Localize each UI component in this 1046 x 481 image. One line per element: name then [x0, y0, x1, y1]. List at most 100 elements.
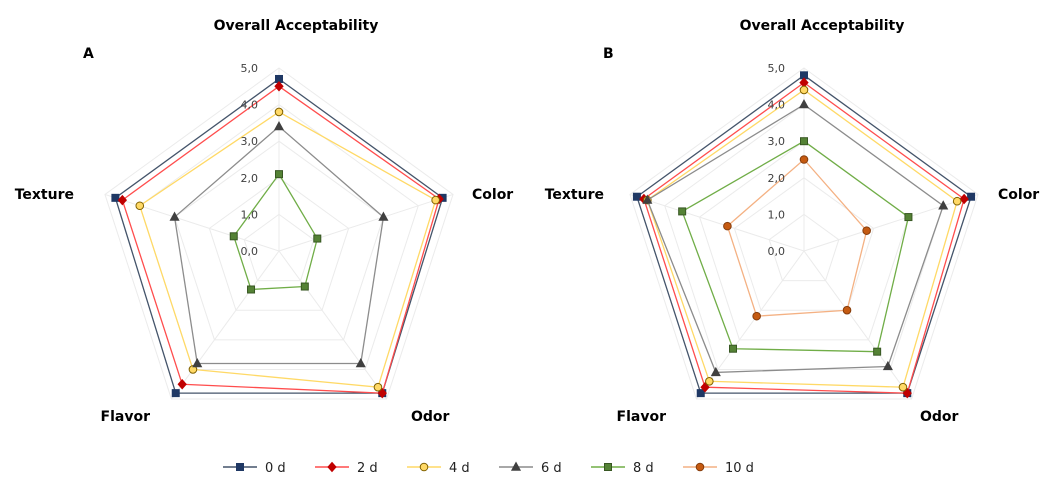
data-point-6-d	[169, 211, 180, 221]
data-point-10-d	[752, 311, 761, 321]
data-point-2-d	[959, 193, 969, 205]
series-line-4-d	[138, 111, 437, 388]
data-point-6-d	[355, 357, 366, 368]
data-point-4-d	[373, 382, 383, 392]
legend-marker	[419, 462, 429, 472]
data-point-6-d	[710, 366, 721, 377]
data-point-0-d	[696, 389, 705, 398]
data-point-4-d	[431, 195, 440, 205]
r-tick-label: 5,0	[241, 62, 259, 75]
data-point-6-d	[798, 99, 810, 109]
series-10-d	[723, 155, 871, 321]
series-line-0-d	[114, 78, 444, 394]
axis-label-texture: Texture	[545, 187, 604, 203]
series-2-d	[117, 81, 444, 399]
data-point-10-d	[799, 155, 809, 164]
r-tick-label: 5,0	[768, 62, 786, 75]
legend-label: 6 d	[541, 461, 562, 476]
data-point-4-d	[274, 107, 284, 117]
axis-label-overall-acceptability: Overall Acceptability	[740, 18, 905, 34]
data-point-0-d	[632, 192, 641, 201]
r-tick-label: 0,0	[768, 245, 786, 258]
axis-label-flavor: Flavor	[101, 409, 151, 425]
axis-label-color: Color	[998, 187, 1039, 203]
series-6-d	[169, 121, 389, 368]
data-point-8-d	[904, 213, 913, 222]
series-line-2-d	[643, 81, 965, 394]
data-point-6-d	[273, 121, 285, 131]
panel-label: A	[83, 46, 94, 62]
r-tick-label: 3,0	[768, 135, 786, 148]
grid-ring	[139, 103, 419, 370]
legend-marker	[236, 463, 244, 471]
grid-spoke	[171, 250, 280, 400]
data-point-4-d	[799, 85, 809, 95]
data-point-0-d	[967, 192, 976, 201]
series-line-6-d	[646, 103, 945, 374]
series-4-d	[135, 107, 440, 392]
grid-spoke	[696, 250, 805, 400]
data-point-6-d	[938, 200, 949, 210]
grid-ring	[768, 213, 840, 282]
grid-ring	[104, 67, 454, 400]
legend-marker	[510, 461, 522, 471]
data-point-2-d	[377, 387, 387, 399]
legend-item-8-d: 8 d	[591, 461, 654, 476]
data-point-6-d	[192, 357, 203, 368]
legend-marker	[695, 462, 705, 472]
data-point-2-d	[117, 194, 128, 206]
data-point-0-d	[111, 193, 120, 202]
series-2-d	[639, 77, 969, 399]
series-line-4-d	[646, 89, 958, 388]
axis-label-flavor: Flavor	[617, 409, 667, 425]
grid-spoke	[104, 193, 280, 252]
data-point-8-d	[247, 285, 256, 294]
axis-label-color: Color	[472, 187, 513, 203]
legend-item-6-d: 6 d	[499, 461, 562, 476]
axis-label-overall-acceptability: Overall Acceptability	[214, 18, 379, 34]
grid-spoke	[278, 193, 454, 252]
legend-label: 8 d	[633, 461, 654, 476]
data-point-2-d	[700, 381, 710, 393]
series-line-10-d	[726, 158, 868, 317]
data-point-4-d	[952, 196, 962, 206]
legend-marker	[327, 461, 337, 473]
series-line-0-d	[636, 74, 972, 394]
data-point-8-d	[275, 170, 283, 179]
series-6-d	[642, 99, 949, 377]
data-point-6-d	[882, 360, 893, 371]
legend-label: 10 d	[725, 461, 754, 476]
data-point-2-d	[902, 387, 912, 399]
grid-ring	[208, 177, 350, 311]
radar-panel-b: 0,0 1,0 2,0 3,0 4,0 5,0 Overall Acceptability C…	[545, 18, 1040, 425]
r-tick-label: 2,0	[768, 172, 786, 185]
r-tick-label: 0,0	[241, 245, 259, 258]
data-point-2-d	[274, 81, 284, 92]
data-point-6-d	[642, 194, 653, 204]
legend-marker	[604, 463, 612, 471]
r-tick-label: 4,0	[768, 99, 786, 112]
legend-item-0-d: 0 d	[223, 461, 286, 476]
series-line-6-d	[173, 125, 385, 365]
r-tick-label: 1,0	[241, 208, 259, 221]
data-point-6-d	[378, 211, 389, 221]
axis-label-odor: Odor	[920, 409, 959, 425]
grid-spoke	[629, 193, 805, 252]
data-point-8-d	[229, 232, 238, 241]
grid-ring	[173, 140, 385, 341]
legend-item-10-d: 10 d	[683, 461, 754, 476]
data-point-8-d	[729, 344, 738, 353]
series-line-2-d	[121, 85, 440, 394]
grid-spoke	[278, 250, 387, 400]
data-point-4-d	[135, 201, 145, 211]
radar-panel-a: 0,0 1,0 2,0 3,0 4,0 5,0 Overall Acceptability C…	[15, 18, 514, 425]
data-point-4-d	[705, 376, 714, 386]
series-line-8-d	[681, 140, 910, 353]
data-point-2-d	[177, 378, 187, 390]
grid-ring	[733, 177, 875, 311]
grid-spoke	[803, 250, 912, 400]
data-point-10-d	[723, 221, 732, 231]
series-8-d	[229, 170, 322, 294]
data-point-8-d	[313, 234, 322, 243]
